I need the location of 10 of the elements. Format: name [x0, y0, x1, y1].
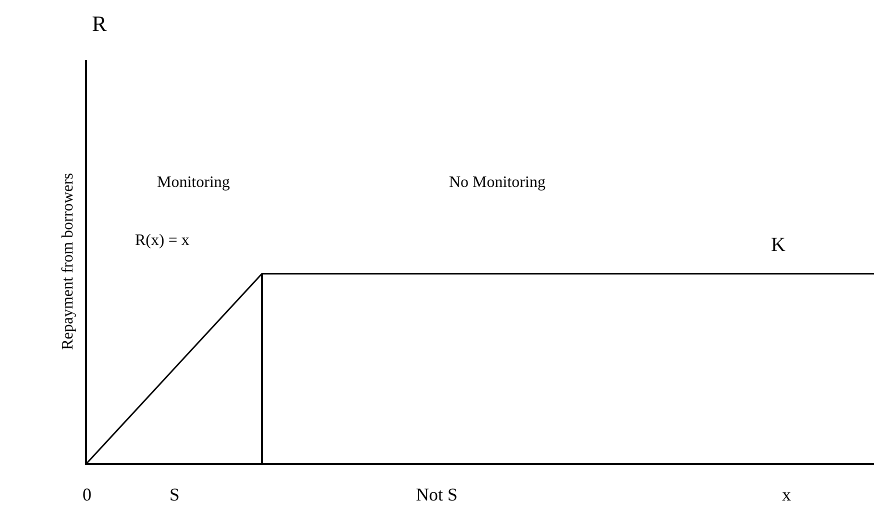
x-tick-label: x — [782, 484, 792, 504]
text: K — [771, 234, 786, 256]
text: R — [92, 11, 107, 36]
x-tick-label: 0 — [82, 484, 92, 504]
text: No Monitoring — [449, 174, 546, 191]
text: Monitoring — [157, 174, 230, 191]
x-tick-label: Not S — [416, 484, 458, 504]
text: R(x) = x — [135, 232, 190, 249]
y-axis-title: Repayment from borrowers — [60, 173, 77, 350]
x-tick-label: S — [169, 484, 180, 504]
